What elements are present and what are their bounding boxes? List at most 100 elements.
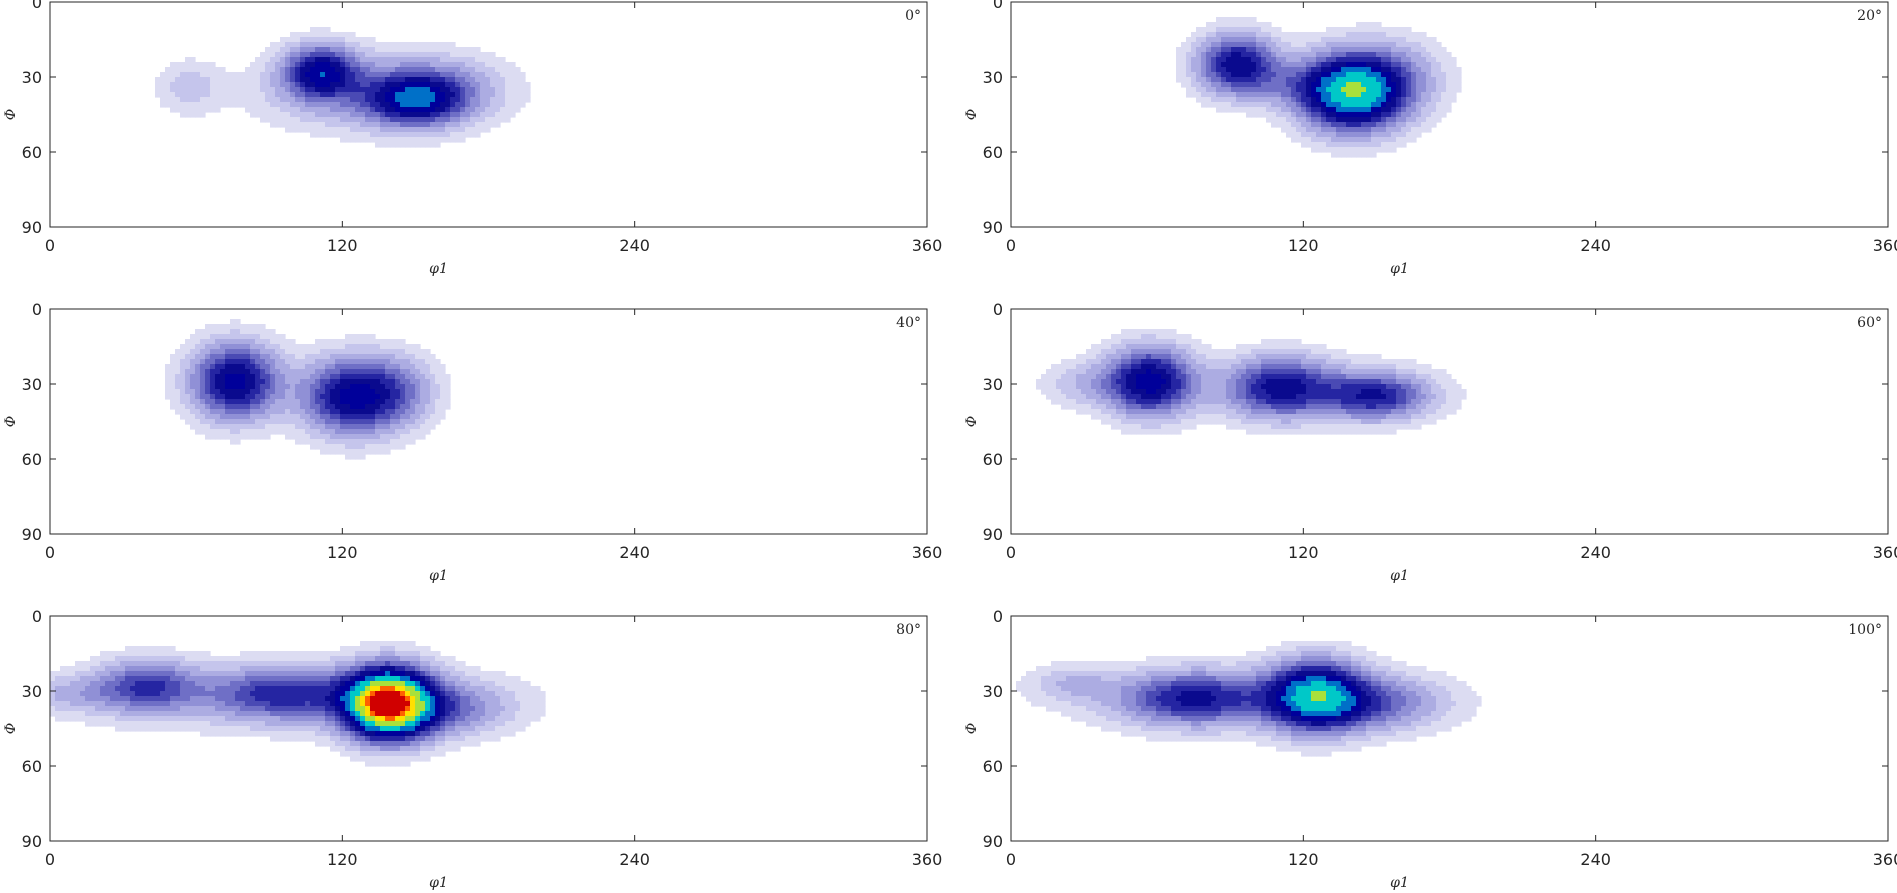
heatmap-cell	[1381, 87, 1387, 93]
heatmap-cell	[1136, 344, 1142, 350]
heatmap-cell	[1221, 359, 1227, 365]
heatmap-cell	[405, 142, 411, 148]
heatmap-cell	[270, 364, 276, 370]
heatmap-cell	[295, 72, 301, 78]
heatmap-cell	[1281, 419, 1287, 425]
heatmap-cell	[355, 47, 361, 53]
heatmap-cell	[1321, 354, 1327, 360]
heatmap-cell	[1281, 127, 1287, 133]
heatmap-cell	[1291, 132, 1297, 138]
heatmap-cell	[1386, 404, 1392, 410]
heatmap-cell	[1206, 72, 1212, 78]
heatmap-cell	[215, 349, 221, 355]
heatmap-cell	[1386, 87, 1392, 93]
heatmap-cell	[1226, 414, 1232, 420]
heatmap-cell	[1166, 369, 1172, 375]
heatmap-cell	[400, 349, 406, 355]
heatmap-cell	[1261, 364, 1267, 370]
heatmap-cell	[1291, 364, 1297, 370]
heatmap-cell	[255, 97, 261, 103]
heatmap-cell	[1356, 82, 1362, 88]
heatmap-cell	[345, 359, 351, 365]
heatmap-cell	[1131, 359, 1137, 365]
heatmap-cell	[1221, 77, 1227, 83]
heatmap-cell	[1241, 349, 1247, 355]
heatmap-cell	[1226, 354, 1232, 360]
heatmap-cell	[390, 52, 396, 58]
heatmap-cell	[410, 112, 416, 118]
heatmap-cell	[425, 77, 431, 83]
heatmap-cell	[1211, 369, 1217, 375]
heatmap-cell	[1181, 409, 1187, 415]
heatmap-cell	[1406, 414, 1412, 420]
heatmap-cell	[250, 339, 256, 345]
heatmap-cell	[290, 107, 296, 113]
heatmap-cell	[1251, 379, 1257, 385]
heatmap-cell	[1356, 47, 1362, 53]
heatmap-cell	[1316, 132, 1322, 138]
heatmap-cell	[1166, 379, 1172, 385]
heatmap-cell	[295, 394, 301, 400]
heatmap-cell	[1211, 82, 1217, 88]
heatmap-cell	[235, 434, 241, 440]
heatmap-cell	[445, 102, 451, 108]
heatmap-cell	[1361, 97, 1367, 103]
heatmap-cell	[325, 349, 331, 355]
heatmap-cell	[275, 102, 281, 108]
heatmap-cell	[1201, 359, 1207, 365]
heatmap-cell	[1306, 67, 1312, 73]
heatmap-cell	[380, 62, 386, 68]
heatmap-cell	[1366, 62, 1372, 68]
heatmap-cell	[1286, 92, 1292, 98]
heatmap-cells	[1036, 329, 1467, 435]
heatmap-cell	[325, 439, 331, 445]
heatmap-cell	[1411, 419, 1417, 425]
heatmap-cell	[1281, 429, 1287, 435]
heatmap-cell	[1131, 354, 1137, 360]
heatmap-cell	[1411, 127, 1417, 133]
heatmap-cell	[1141, 354, 1147, 360]
heatmap-cell	[1446, 102, 1452, 108]
y-tick-label: 90	[983, 218, 1003, 237]
heatmap-cell	[215, 344, 221, 350]
heatmap-cell	[1106, 364, 1112, 370]
heatmap-cell	[485, 107, 491, 113]
heatmap-cell	[295, 37, 301, 43]
heatmap-cell	[1391, 147, 1397, 153]
heatmap-cell	[255, 419, 261, 425]
heatmap-cell	[365, 359, 371, 365]
heatmap-cell	[1301, 429, 1307, 435]
heatmap-cell	[1126, 394, 1132, 400]
heatmap-cell	[1351, 82, 1357, 88]
heatmap-cell	[1426, 47, 1432, 53]
heatmap-cell	[380, 102, 386, 108]
heatmap-cell	[165, 364, 171, 370]
heatmap-cell	[350, 92, 356, 98]
heatmap-cell	[1401, 122, 1407, 128]
heatmap-cell	[1436, 414, 1442, 420]
heatmap-cell	[345, 37, 351, 43]
heatmap-cell	[1371, 92, 1377, 98]
heatmap-cell	[1386, 419, 1392, 425]
heatmap-cell	[290, 414, 296, 420]
heatmap-cell	[1296, 112, 1302, 118]
heatmap-cell	[490, 102, 496, 108]
heatmap-cell	[1246, 107, 1252, 113]
heatmap-cell	[260, 404, 266, 410]
heatmap-cell	[1221, 379, 1227, 385]
heatmap-cell	[220, 374, 226, 380]
heatmap-cell	[230, 72, 236, 78]
heatmap-cell	[1436, 47, 1442, 53]
heatmap-cell	[485, 77, 491, 83]
heatmap-cell	[1366, 97, 1372, 103]
heatmap-cell	[1111, 384, 1117, 390]
heatmap-cell	[1416, 112, 1422, 118]
heatmap-cell	[1311, 374, 1317, 380]
heatmap-cell	[290, 344, 296, 350]
heatmap-cell	[1306, 404, 1312, 410]
heatmap-cell	[270, 77, 276, 83]
heatmap-cell	[1376, 137, 1382, 143]
heatmap-cell	[1236, 107, 1242, 113]
heatmap-cell	[250, 87, 256, 93]
heatmap-cell	[210, 369, 216, 375]
